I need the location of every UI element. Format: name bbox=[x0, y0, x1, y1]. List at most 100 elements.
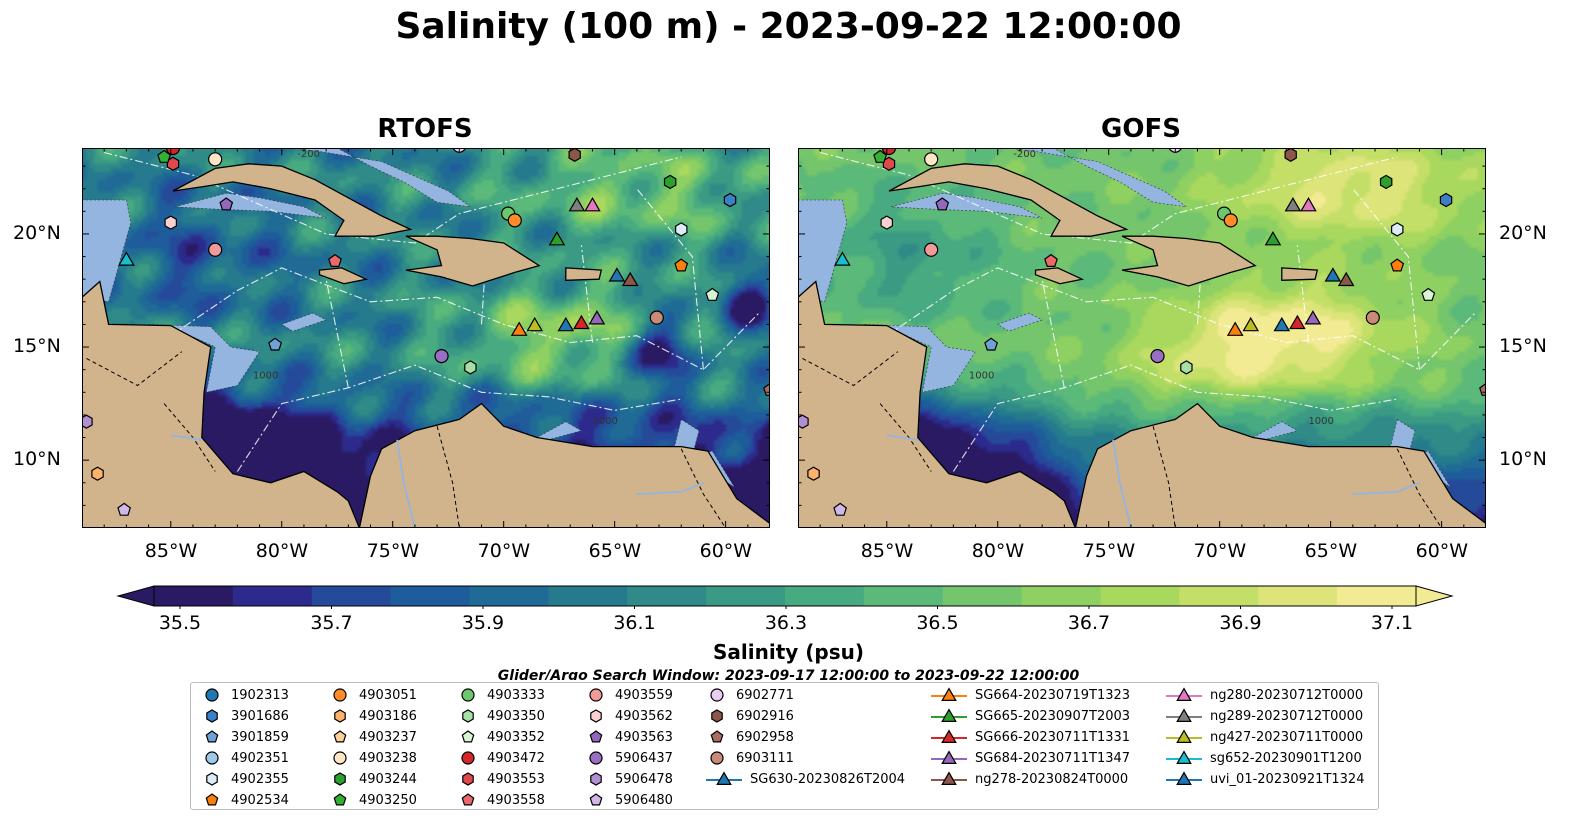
argo-float-marker-4903562[interactable] bbox=[164, 215, 178, 230]
glider-marker-SG664-20230719T1323[interactable] bbox=[510, 321, 528, 336]
colorbar-segment bbox=[706, 586, 786, 606]
eez-boundary bbox=[236, 364, 682, 472]
legend-label: ng278-20230824T0000 bbox=[975, 771, 1129, 787]
argo-float-marker-4903250[interactable] bbox=[157, 149, 172, 163]
glider-marker-SG665-20230907T2003[interactable] bbox=[1264, 230, 1282, 246]
glider-marker-uvi_01-20230921T1324[interactable] bbox=[608, 267, 626, 282]
argo-float-marker-3901859[interactable] bbox=[984, 337, 999, 351]
glider-marker-ng278-20230824T0000[interactable] bbox=[621, 271, 639, 287]
argo-float-marker-4903244[interactable] bbox=[663, 174, 677, 190]
argo-float-marker-4903238[interactable] bbox=[208, 152, 223, 167]
legend-item: SG684-20230711T1347 bbox=[931, 748, 1130, 768]
argo-float-marker-4902534[interactable] bbox=[1390, 258, 1405, 272]
legend-marker bbox=[206, 709, 218, 723]
glider-marker-ng280-20230712T0000[interactable] bbox=[584, 196, 601, 212]
river bbox=[1352, 481, 1420, 495]
legend-marker bbox=[1166, 771, 1202, 785]
glider-marker-uvi_01-20230921T1324[interactable] bbox=[1324, 267, 1342, 282]
glider-marker-SG665-20230907T2003[interactable] bbox=[548, 230, 566, 246]
glider-marker-ng278-20230824T0000[interactable] bbox=[1337, 271, 1355, 287]
argo-float-marker-4903352[interactable] bbox=[1421, 287, 1436, 301]
argo-float-marker-6903111[interactable] bbox=[1365, 310, 1380, 325]
glider-marker-ng427-20230711T0000[interactable] bbox=[526, 316, 544, 332]
glider-marker-sg652-20230901T1200[interactable] bbox=[118, 251, 135, 266]
lon-tick-label-gofs: 85°W bbox=[860, 540, 914, 562]
glider-marker-sg652-20230901T1200[interactable] bbox=[834, 251, 851, 266]
glider-marker-SG664-20230719T1323[interactable] bbox=[1226, 321, 1244, 336]
glider-marker-ng280-20230712T0000[interactable] bbox=[1300, 196, 1317, 212]
legend-item: 4903553 bbox=[457, 769, 545, 789]
legend-label: 5906437 bbox=[615, 750, 673, 766]
glider-marker-SG684-20230711T1347[interactable] bbox=[588, 310, 606, 325]
lat-tick-label-right: 15°N bbox=[1499, 335, 1547, 358]
argo-float-marker-4903559[interactable] bbox=[208, 242, 223, 257]
land bbox=[1074, 402, 1486, 528]
argo-float-marker-4902534[interactable] bbox=[674, 258, 689, 272]
glider-marker-ng289-20230712T0000[interactable] bbox=[568, 197, 586, 212]
legend-label: 4903472 bbox=[487, 750, 545, 766]
argo-float-marker-4903186[interactable] bbox=[91, 466, 104, 481]
argo-float-marker-4902355[interactable] bbox=[1390, 222, 1404, 237]
argo-float-marker-4903558[interactable] bbox=[1044, 253, 1058, 268]
argo-float-marker-4903472[interactable] bbox=[881, 148, 897, 156]
argo-float-marker-4903563[interactable] bbox=[219, 197, 234, 211]
lat-tick-label-left: 10°N bbox=[13, 448, 61, 471]
argo-float-marker-6902916[interactable] bbox=[1284, 148, 1297, 162]
argo-float-marker-4902355[interactable] bbox=[674, 222, 688, 237]
country-border bbox=[86, 351, 183, 387]
argo-float-marker-5906437[interactable] bbox=[434, 348, 449, 364]
argo-float-marker-3901686[interactable] bbox=[1439, 192, 1453, 208]
argo-float-marker-6903111[interactable] bbox=[649, 310, 664, 325]
glider-marker-SG684-20230711T1347[interactable] bbox=[1304, 310, 1322, 325]
legend-marker bbox=[931, 729, 967, 743]
glider-marker-SG630-20230826T2004[interactable] bbox=[1273, 316, 1291, 332]
argo-float-marker-3901859[interactable] bbox=[268, 337, 283, 351]
shallow-bank bbox=[292, 148, 471, 208]
colorbar-tick-label: 36.9 bbox=[1219, 612, 1262, 634]
argo-float-marker-5906480[interactable] bbox=[833, 502, 848, 516]
argo-float-marker-5906437[interactable] bbox=[1150, 348, 1165, 364]
legend-label: 6903111 bbox=[736, 750, 794, 766]
river bbox=[886, 434, 918, 441]
map-frame bbox=[82, 148, 770, 528]
legend-item: 6902916 bbox=[706, 706, 794, 726]
legend-label: 6902771 bbox=[736, 687, 794, 703]
argo-float-marker-4903558[interactable] bbox=[328, 253, 342, 268]
argo-float-marker-4903238[interactable] bbox=[924, 152, 939, 167]
argo-float-marker-6902916[interactable] bbox=[568, 148, 581, 162]
legend-marker bbox=[1166, 729, 1202, 743]
river bbox=[170, 434, 202, 441]
argo-float-marker-4903562[interactable] bbox=[880, 215, 894, 230]
glider-marker-SG666-20230711T1331[interactable] bbox=[1289, 314, 1306, 330]
argo-float-marker-4903051[interactable] bbox=[507, 213, 522, 228]
argo-float-marker-4903051[interactable] bbox=[1223, 213, 1238, 228]
glider-marker-SG666-20230711T1331[interactable] bbox=[573, 314, 590, 330]
argo-float-marker-4903563[interactable] bbox=[935, 197, 950, 211]
legend-marker bbox=[462, 772, 474, 786]
argo-float-marker-5906478[interactable] bbox=[82, 414, 93, 429]
legend-label: 4903237 bbox=[359, 729, 417, 745]
lon-tick-label-rtofs: 70°W bbox=[477, 540, 531, 562]
eez-boundary bbox=[580, 245, 594, 343]
argo-float-marker-4903186[interactable] bbox=[807, 466, 820, 481]
country-border bbox=[879, 403, 932, 472]
glider-marker-SG630-20230826T2004[interactable] bbox=[557, 316, 575, 332]
glider-marker-ng427-20230711T0000[interactable] bbox=[1242, 316, 1260, 332]
argo-float-marker-5906480[interactable] bbox=[117, 502, 132, 516]
argo-float-marker-4903350[interactable] bbox=[464, 360, 477, 375]
argo-float-marker-4903559[interactable] bbox=[924, 242, 939, 257]
argo-float-marker-4903244[interactable] bbox=[1379, 174, 1393, 190]
argo-float-marker-4903350[interactable] bbox=[1180, 360, 1193, 375]
river bbox=[396, 439, 416, 528]
country-border bbox=[436, 426, 460, 528]
land bbox=[405, 235, 541, 287]
legend-item: 4903237 bbox=[329, 727, 417, 747]
argo-float-marker-5906478[interactable] bbox=[798, 414, 809, 429]
argo-float-marker-4903352[interactable] bbox=[705, 287, 720, 301]
argo-float-marker-4903472[interactable] bbox=[165, 148, 181, 156]
argo-float-marker-4903250[interactable] bbox=[873, 149, 888, 163]
legend-marker bbox=[205, 730, 219, 743]
argo-float-marker-3901686[interactable] bbox=[723, 192, 737, 208]
legend-label: 3901859 bbox=[231, 729, 289, 745]
glider-marker-ng289-20230712T0000[interactable] bbox=[1284, 197, 1302, 212]
